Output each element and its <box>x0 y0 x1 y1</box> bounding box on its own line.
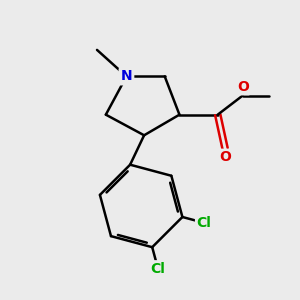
Text: O: O <box>237 80 249 94</box>
Text: O: O <box>219 150 231 164</box>
Text: Cl: Cl <box>151 262 165 275</box>
Text: N: N <box>121 69 132 83</box>
Text: Cl: Cl <box>196 216 211 230</box>
